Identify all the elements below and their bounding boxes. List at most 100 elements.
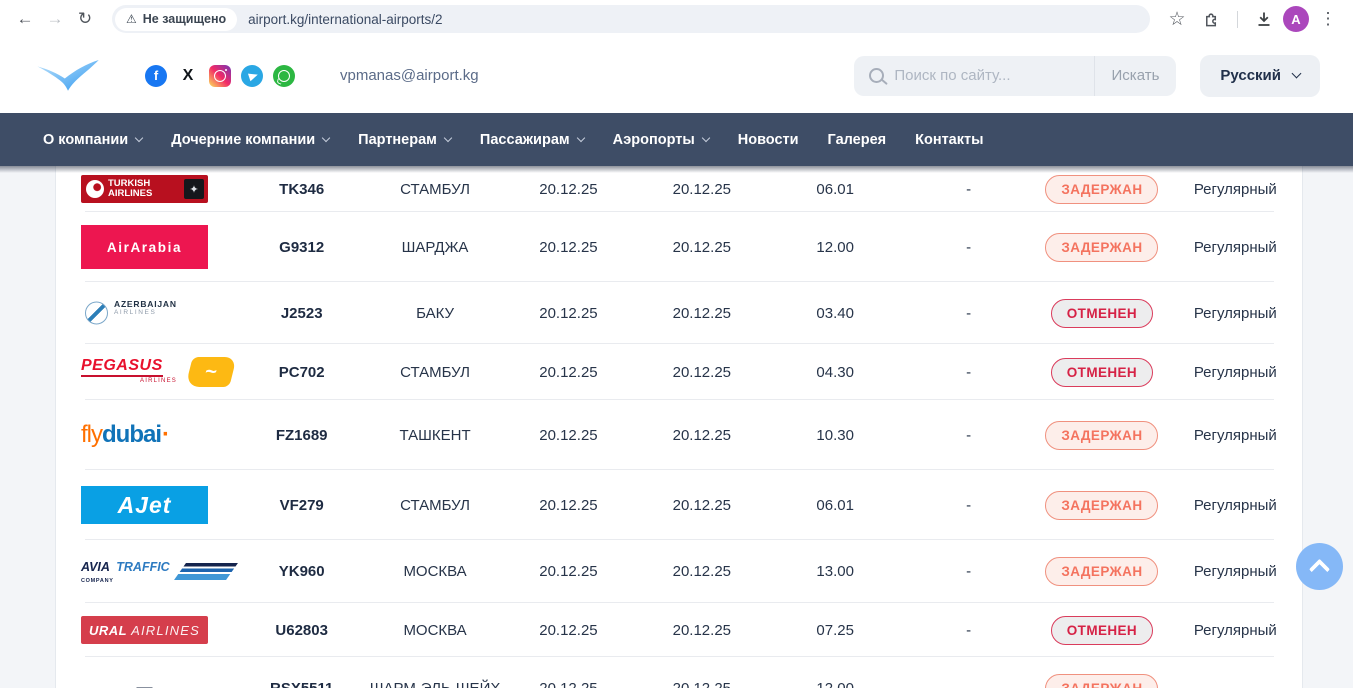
airline-logo: AVIA TRAFFIC COMPANY xyxy=(81,558,235,586)
nav-item[interactable]: Новости xyxy=(737,131,799,148)
bookmark-star-icon[interactable]: ☆ xyxy=(1168,8,1186,30)
whatsapp-icon[interactable] xyxy=(273,64,295,87)
search-input[interactable] xyxy=(894,67,1094,84)
time: 04.30 xyxy=(816,363,854,381)
toolbar-divider xyxy=(1237,10,1238,28)
flight-type: Регулярный xyxy=(1193,621,1277,639)
x-twitter-icon[interactable]: X xyxy=(177,64,199,87)
flight-type: Регулярный xyxy=(1193,363,1277,381)
download-icon[interactable] xyxy=(1249,4,1279,34)
right-page-margin xyxy=(1302,166,1353,688)
extensions-icon[interactable] xyxy=(1196,4,1226,34)
destination: МОСКВА xyxy=(403,621,467,639)
airline-logo: URAL AIRLINES xyxy=(81,616,235,644)
destination: СТАМБУЛ xyxy=(400,180,470,198)
reload-button[interactable]: ↻ xyxy=(77,9,93,28)
date-scheduled: 20.12.25 xyxy=(539,679,598,688)
status-badge: ОТМЕНЕН xyxy=(1050,298,1154,328)
telegram-icon[interactable] xyxy=(241,64,263,87)
nav-item[interactable]: Аэропорты xyxy=(613,132,710,148)
flight-type: Регулярный xyxy=(1193,426,1277,444)
scroll-to-top-button[interactable] xyxy=(1296,543,1343,590)
extra-dash: - xyxy=(966,496,972,514)
extra-dash: - xyxy=(966,238,972,256)
flight-row[interactable]: — RSX5511 ШАРМ-ЭЛЬ-ШЕЙХ 20.12.25 20.12.2… xyxy=(57,657,1302,688)
chevron-up-icon xyxy=(1308,558,1331,580)
back-button[interactable]: ← xyxy=(16,9,34,28)
status-badge: ЗАДЕРЖАН xyxy=(1045,557,1159,586)
date-actual: 20.12.25 xyxy=(672,496,731,514)
extra-dash: - xyxy=(966,679,972,688)
extra-dash: - xyxy=(966,621,972,639)
date-scheduled: 20.12.25 xyxy=(539,563,598,580)
flight-row[interactable]: PEGASUS AIRLINES PC702 СТАМБУЛ 20.12.25 … xyxy=(57,344,1302,400)
nav-item[interactable]: О компании xyxy=(43,132,144,148)
left-page-margin xyxy=(0,166,56,688)
flight-row[interactable]: AVIA TRAFFIC COMPANY YK960 МОСКВА 20.12.… xyxy=(57,540,1302,603)
browser-toolbar: ← → ↻ ⚠ Не защищено airport.kg/internati… xyxy=(0,0,1353,38)
flight-number: TK346 xyxy=(279,180,325,198)
flight-row[interactable]: URAL AIRLINES U62803 МОСКВА 20.12.25 20.… xyxy=(57,603,1302,657)
time: 03.40 xyxy=(816,304,854,322)
date-actual: 20.12.25 xyxy=(672,363,731,381)
url-text: airport.kg/international-airports/2 xyxy=(248,11,443,27)
flight-row[interactable]: fly dubai · FZ1689 ТАШКЕНТ 20.12.25 20.1… xyxy=(57,400,1302,470)
nav-item[interactable]: Контакты xyxy=(915,131,984,148)
date-actual: 20.12.25 xyxy=(672,621,731,639)
nav-item[interactable]: Пассажирам xyxy=(480,132,585,148)
contact-email[interactable]: vpmanas@airport.kg xyxy=(340,67,479,84)
flight-row[interactable]: TURKISH AIRLINES TK346 СТАМБУЛ 20.12.25 … xyxy=(57,166,1302,212)
language-label: Русский xyxy=(1220,67,1281,84)
profile-avatar[interactable]: A xyxy=(1283,6,1309,32)
date-actual: 20.12.25 xyxy=(672,563,731,580)
status-badge: ЗАДЕРЖАН xyxy=(1045,673,1159,688)
flight-number: VF279 xyxy=(279,496,324,514)
flight-type: Регулярный xyxy=(1193,563,1277,580)
airport-logo[interactable] xyxy=(36,56,100,96)
forward-button[interactable]: → xyxy=(46,9,64,28)
airline-logo: AJet xyxy=(81,486,235,524)
chevron-down-icon xyxy=(1291,68,1302,79)
security-badge[interactable]: ⚠ Не защищено xyxy=(115,7,238,31)
date-scheduled: 20.12.25 xyxy=(539,363,598,381)
time: 12.00 xyxy=(816,679,854,688)
date-scheduled: 20.12.25 xyxy=(539,180,598,198)
language-selector[interactable]: Русский xyxy=(1200,54,1320,97)
flight-number: G9312 xyxy=(279,238,325,256)
status-badge: ЗАДЕРЖАН xyxy=(1045,490,1159,520)
time: 10.30 xyxy=(816,426,854,444)
nav-item[interactable]: Дочерние компании xyxy=(171,132,331,148)
flight-type: Регулярный xyxy=(1193,496,1277,514)
time: 07.25 xyxy=(816,621,854,639)
flight-row[interactable]: AJet VF279 СТАМБУЛ 20.12.25 20.12.25 06.… xyxy=(57,470,1302,540)
airline-logo: TURKISH AIRLINES xyxy=(81,175,235,203)
destination: ШАРМ-ЭЛЬ-ШЕЙХ xyxy=(369,679,501,688)
status-badge: ОТМЕНЕН xyxy=(1050,615,1154,645)
destination: СТАМБУЛ xyxy=(400,496,470,514)
nav-item[interactable]: Галерея xyxy=(827,131,887,148)
chrome-menu-icon[interactable]: ⋮ xyxy=(1319,9,1337,28)
address-bar[interactable]: ⚠ Не защищено airport.kg/international-a… xyxy=(112,5,1150,33)
airline-logo: — xyxy=(136,679,153,688)
date-actual: 20.12.25 xyxy=(672,180,731,198)
date-scheduled: 20.12.25 xyxy=(539,426,598,444)
flight-type: Регулярный xyxy=(1193,238,1277,256)
main-nav: О компании Дочерние компании Партнерам П… xyxy=(0,113,1353,166)
nav-shadow xyxy=(0,166,1353,173)
date-actual: 20.12.25 xyxy=(672,426,731,444)
search-button[interactable]: Искать xyxy=(1093,55,1177,96)
airline-logo: AZERBAIJAN AIRLINES xyxy=(81,299,235,327)
extra-dash: - xyxy=(966,304,972,322)
instagram-icon[interactable] xyxy=(209,64,231,87)
nav-item[interactable]: Партнерам xyxy=(358,132,453,148)
flight-number: FZ1689 xyxy=(275,426,328,444)
flight-row[interactable]: AZERBAIJAN AIRLINES J2523 БАКУ 20.12.25 … xyxy=(57,282,1302,344)
date-scheduled: 20.12.25 xyxy=(539,304,598,322)
flight-row[interactable]: AirArabia G9312 ШАРДЖА 20.12.25 20.12.25… xyxy=(57,212,1302,282)
site-header: f X vpmanas@airport.kg Искать Русский xyxy=(0,38,1353,113)
site-search: Искать xyxy=(854,55,1177,96)
flight-type: Регулярный xyxy=(1193,180,1277,198)
chevron-down-icon xyxy=(576,133,585,143)
chevron-down-icon xyxy=(134,133,144,143)
facebook-icon[interactable]: f xyxy=(145,64,167,87)
